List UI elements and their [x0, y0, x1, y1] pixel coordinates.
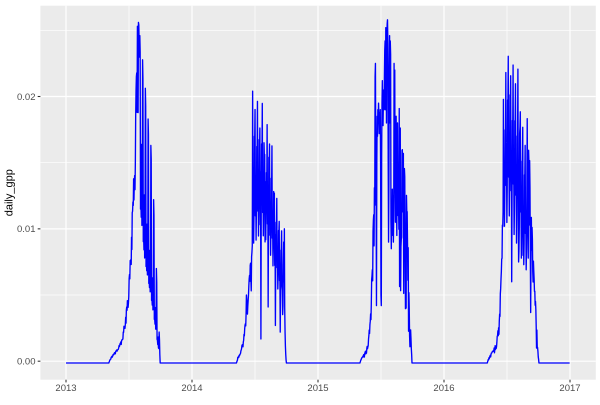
svg-text:2014: 2014: [181, 383, 202, 394]
svg-text:0.00: 0.00: [17, 357, 36, 368]
svg-text:daily_gpp: daily_gpp: [4, 169, 16, 216]
svg-text:2017: 2017: [559, 383, 580, 394]
svg-text:0.02: 0.02: [17, 92, 36, 103]
svg-text:0.01: 0.01: [17, 224, 36, 235]
svg-text:2016: 2016: [433, 383, 454, 394]
svg-text:2015: 2015: [307, 383, 328, 394]
svg-text:2013: 2013: [55, 383, 76, 394]
